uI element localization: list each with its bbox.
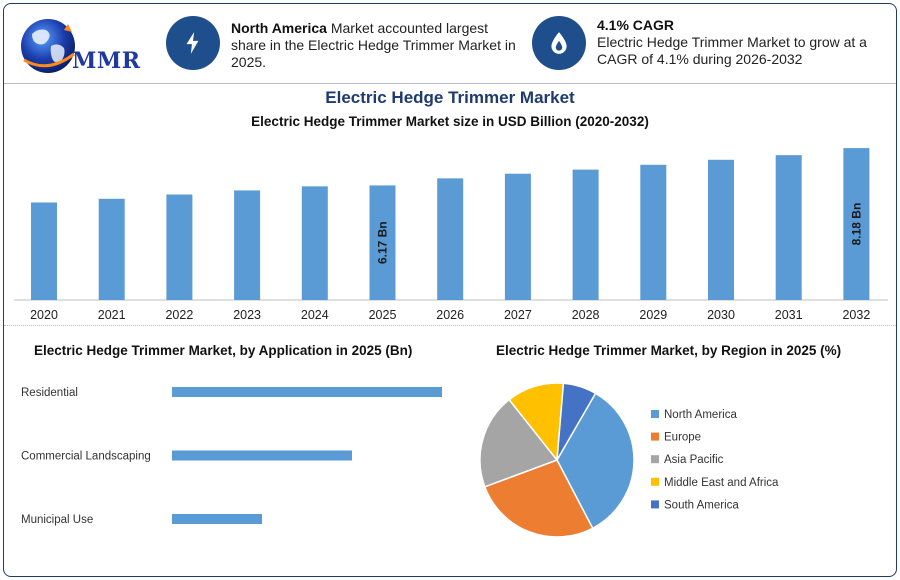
application-chart-title: Electric Hedge Trimmer Market, by Applic… bbox=[34, 343, 413, 358]
application-bar bbox=[172, 514, 262, 524]
legend-label: North America bbox=[664, 409, 737, 421]
bar-2024 bbox=[301, 186, 328, 300]
pie-slice bbox=[483, 459, 594, 538]
application-bar-chart: Residential Commercial Landscaping Municip… bbox=[21, 387, 442, 526]
header-divider bbox=[4, 83, 896, 84]
bar-2026 bbox=[437, 178, 464, 300]
application-bar bbox=[172, 450, 352, 461]
x-tick-label: 2020 bbox=[30, 308, 58, 322]
bar-chart-title: Electric Hedge Trimmer Market size in US… bbox=[251, 114, 649, 129]
pie-slice bbox=[556, 382, 597, 461]
bar-2021 bbox=[98, 198, 125, 300]
legend-swatch bbox=[651, 410, 659, 418]
x-tick-label: 2028 bbox=[572, 308, 600, 322]
logo-text: MMR bbox=[72, 48, 141, 74]
x-tick-label: 2031 bbox=[775, 308, 803, 322]
flame-drop-icon bbox=[532, 16, 586, 70]
section-divider bbox=[4, 325, 896, 326]
lightning-icon bbox=[166, 16, 220, 70]
legend-label: South America bbox=[664, 499, 739, 511]
pie-slice bbox=[479, 398, 559, 488]
bar-data-label: 6.17 Bn bbox=[376, 221, 390, 264]
x-tick-label: 2023 bbox=[233, 308, 261, 322]
legend-swatch bbox=[651, 455, 659, 464]
x-tick-label: 2030 bbox=[707, 308, 735, 322]
highlight-bold: 4.1% CAGR bbox=[597, 17, 675, 33]
bar-2023 bbox=[234, 190, 261, 300]
x-tick-label: 2032 bbox=[842, 308, 870, 322]
highlight-body: Electric Hedge Trimmer Market to grow at… bbox=[597, 34, 867, 67]
legend-swatch bbox=[651, 432, 659, 441]
infographic-frame: MMR North America Market accounted large… bbox=[3, 3, 897, 577]
market-size-bar-chart: 2020 2021 2022 2023 2024 2025 6.17 Bn 2026 2027 2… bbox=[14, 148, 888, 322]
bar-2031 bbox=[775, 155, 802, 300]
mmr-logo: MMR bbox=[18, 16, 148, 80]
legend-label: Europe bbox=[664, 432, 701, 444]
bar-2027 bbox=[504, 173, 531, 300]
category-label: Municipal Use bbox=[21, 514, 93, 526]
x-tick-label: 2021 bbox=[98, 308, 126, 322]
bar-data-label: 8.18 Bn bbox=[849, 203, 863, 246]
x-tick-label: 2029 bbox=[639, 308, 667, 322]
application-bar bbox=[172, 387, 442, 397]
legend-swatch bbox=[651, 477, 659, 486]
bar-2029 bbox=[640, 164, 667, 300]
bar-2022 bbox=[166, 194, 193, 300]
x-tick-label: 2025 bbox=[369, 308, 397, 322]
highlight-north-america: North America Market accounted largest s… bbox=[231, 20, 521, 71]
bar-2028 bbox=[572, 169, 599, 300]
x-tick-label: 2026 bbox=[436, 308, 464, 322]
legend-label: Asia Pacific bbox=[664, 454, 724, 466]
region-pie-chart: North America Europe Asia Pacific Middle Ea… bbox=[479, 382, 779, 538]
legend-swatch bbox=[651, 500, 659, 509]
x-tick-label: 2022 bbox=[165, 308, 193, 322]
bar-2025 bbox=[369, 185, 396, 300]
bar-2020 bbox=[31, 202, 57, 300]
bar-2032 bbox=[843, 148, 870, 300]
globe-icon bbox=[21, 19, 75, 73]
legend-label: Middle East and Africa bbox=[664, 477, 779, 489]
region-chart-title: Electric Hedge Trimmer Market, by Region… bbox=[496, 343, 842, 358]
category-label: Residential bbox=[21, 387, 78, 399]
x-tick-label: 2027 bbox=[504, 308, 532, 322]
highlight-cagr: 4.1% CAGR Electric Hedge Trimmer Market … bbox=[597, 17, 887, 68]
bar-2030 bbox=[708, 159, 734, 300]
category-label: Commercial Landscaping bbox=[21, 451, 151, 463]
main-title: Electric Hedge Trimmer Market bbox=[325, 88, 575, 107]
highlight-body: Market accounted largest share in the El… bbox=[231, 20, 516, 70]
x-tick-label: 2024 bbox=[301, 308, 329, 322]
highlight-bold: North America bbox=[231, 20, 327, 36]
